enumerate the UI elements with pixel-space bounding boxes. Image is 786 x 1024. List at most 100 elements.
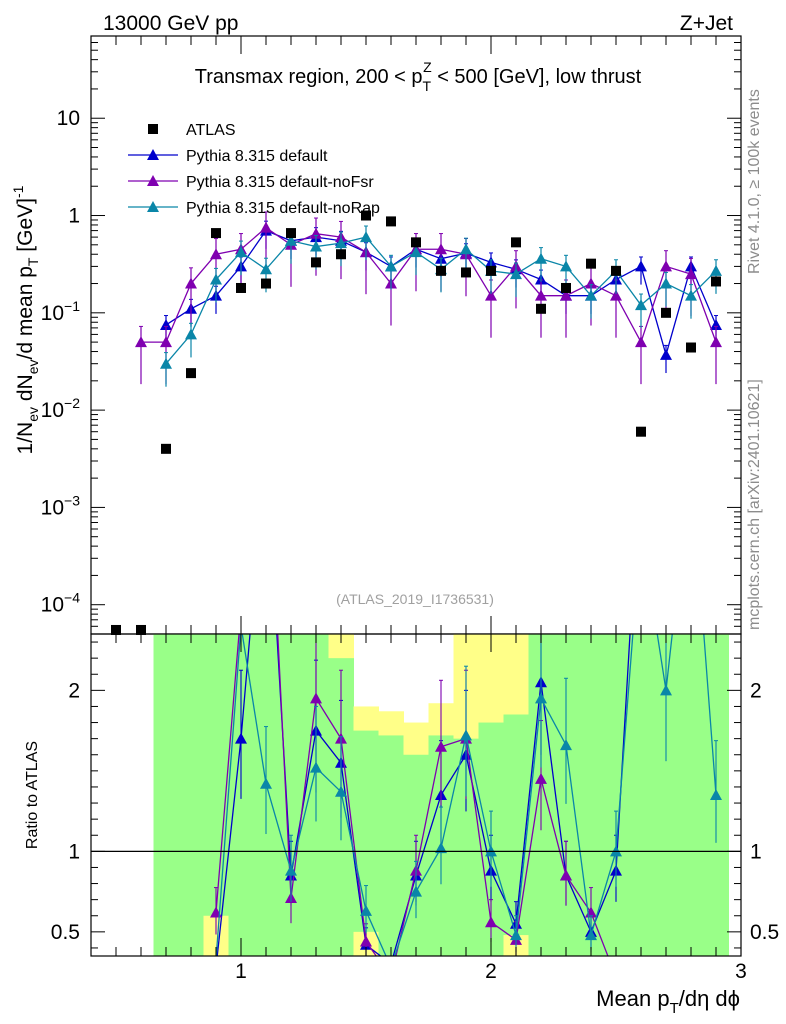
data-point bbox=[711, 276, 721, 287]
data-point bbox=[561, 282, 571, 293]
series-line bbox=[141, 226, 717, 344]
data-point bbox=[535, 289, 547, 301]
ratio-point bbox=[535, 772, 547, 784]
legend-entry: Pythia 8.315 default-noRap bbox=[128, 200, 380, 217]
data-point bbox=[210, 248, 222, 260]
ratio-y-tick-label-right: 0.5 bbox=[750, 921, 779, 944]
data-point bbox=[160, 336, 172, 348]
header-right: Z+Jet bbox=[680, 12, 733, 35]
data-point bbox=[460, 243, 472, 255]
main-y-axis-label: 1/Nev dNev/d mean pT [GeV]-1 bbox=[10, 185, 41, 454]
data-point bbox=[635, 336, 647, 348]
data-point bbox=[586, 258, 596, 269]
series-2 bbox=[135, 211, 722, 385]
ratio-panel-series bbox=[210, 634, 722, 956]
data-point bbox=[386, 216, 396, 227]
data-point bbox=[435, 243, 447, 255]
data-point bbox=[585, 277, 597, 289]
data-point bbox=[360, 231, 372, 243]
ratio-y-tick-label: 0.5 bbox=[51, 921, 80, 944]
data-point bbox=[710, 264, 722, 276]
legend-marker bbox=[147, 201, 159, 212]
data-point bbox=[511, 237, 521, 248]
ratio-point bbox=[535, 692, 547, 704]
ratio-point bbox=[560, 739, 572, 751]
data-point bbox=[260, 263, 272, 275]
ratio-point bbox=[360, 904, 372, 916]
data-point bbox=[636, 426, 646, 437]
green-band bbox=[503, 714, 529, 936]
y-tick-label: 10−4 bbox=[41, 590, 81, 617]
data-point bbox=[611, 265, 621, 276]
ratio-point bbox=[485, 916, 497, 928]
atlas-data bbox=[111, 210, 721, 635]
x-tick-label: 1 bbox=[235, 960, 247, 983]
y-tick-label: 10−2 bbox=[41, 395, 81, 422]
y-tick-label: 10−3 bbox=[41, 492, 81, 519]
ratio-point bbox=[435, 842, 447, 854]
plot-title: Transmax region, 200 < pTZ < 500 [GeV], … bbox=[195, 59, 642, 94]
data-point bbox=[535, 252, 547, 264]
data-point bbox=[185, 277, 197, 289]
data-point bbox=[486, 265, 496, 276]
data-point bbox=[210, 273, 222, 285]
data-point bbox=[336, 249, 346, 260]
data-point bbox=[361, 210, 371, 221]
data-point bbox=[161, 443, 171, 454]
legend-marker bbox=[148, 124, 158, 134]
legend-label: Pythia 8.315 default bbox=[186, 148, 328, 165]
legend: ATLAS Pythia 8.315 default Pythia 8.315 de… bbox=[128, 122, 380, 217]
green-band bbox=[628, 634, 654, 956]
data-point bbox=[211, 228, 221, 239]
data-point bbox=[536, 303, 546, 314]
y-tick-label: 10−1 bbox=[41, 298, 81, 325]
data-point bbox=[335, 237, 347, 249]
legend-marker bbox=[147, 175, 159, 186]
ratio-point bbox=[435, 740, 447, 752]
ratio-panel-bands bbox=[153, 634, 729, 956]
ratio-point bbox=[260, 777, 272, 789]
data-point bbox=[160, 318, 172, 330]
ratio-point bbox=[410, 885, 422, 897]
green-band bbox=[203, 634, 229, 916]
data-point bbox=[186, 368, 196, 379]
data-point bbox=[610, 289, 622, 301]
legend-marker bbox=[147, 149, 159, 160]
data-point bbox=[510, 268, 522, 280]
data-point bbox=[310, 227, 322, 239]
data-point bbox=[560, 260, 572, 272]
data-point bbox=[286, 228, 296, 239]
ratio-y-tick-label-right: 1 bbox=[750, 840, 762, 863]
ratio-series-3 bbox=[215, 634, 722, 956]
ratio-y-tick-label: 2 bbox=[68, 679, 80, 702]
green-band bbox=[378, 735, 404, 956]
ratio-point bbox=[285, 864, 297, 876]
data-point bbox=[685, 268, 697, 280]
data-point bbox=[710, 318, 722, 330]
green-band bbox=[178, 634, 204, 956]
ratio-point bbox=[310, 761, 322, 773]
green-band bbox=[603, 634, 629, 956]
legend-entry: Pythia 8.315 default-noFsr bbox=[128, 174, 374, 191]
data-point bbox=[686, 342, 696, 353]
ratio-panel-frame: 0.5 0.5 1 1 2 2 1 2 3 bbox=[51, 633, 779, 983]
x-axis-label: Mean pT/dη dϕ bbox=[596, 986, 740, 1017]
ratio-point bbox=[560, 869, 572, 881]
data-point bbox=[385, 260, 397, 272]
data-point bbox=[660, 260, 672, 272]
data-point bbox=[436, 265, 446, 276]
data-point bbox=[660, 348, 672, 360]
data-point bbox=[685, 289, 697, 301]
x-tick-label: 2 bbox=[485, 960, 497, 983]
data-point bbox=[710, 336, 722, 348]
header-left: 13000 GeV pp bbox=[103, 12, 238, 35]
main-panel-frame: 10−4 10−3 10−2 10−1 1 10 bbox=[41, 35, 742, 635]
data-point bbox=[635, 299, 647, 311]
data-point bbox=[585, 289, 597, 301]
data-point bbox=[485, 289, 497, 301]
y-tick-label: 1 bbox=[68, 205, 80, 228]
mcplots-label: mcplots.cern.ch [arXiv:2401.10621] bbox=[746, 379, 763, 630]
data-point bbox=[160, 357, 172, 369]
analysis-watermark: (ATLAS_2019_I1736531) bbox=[336, 591, 494, 607]
ratio-point bbox=[360, 935, 372, 947]
